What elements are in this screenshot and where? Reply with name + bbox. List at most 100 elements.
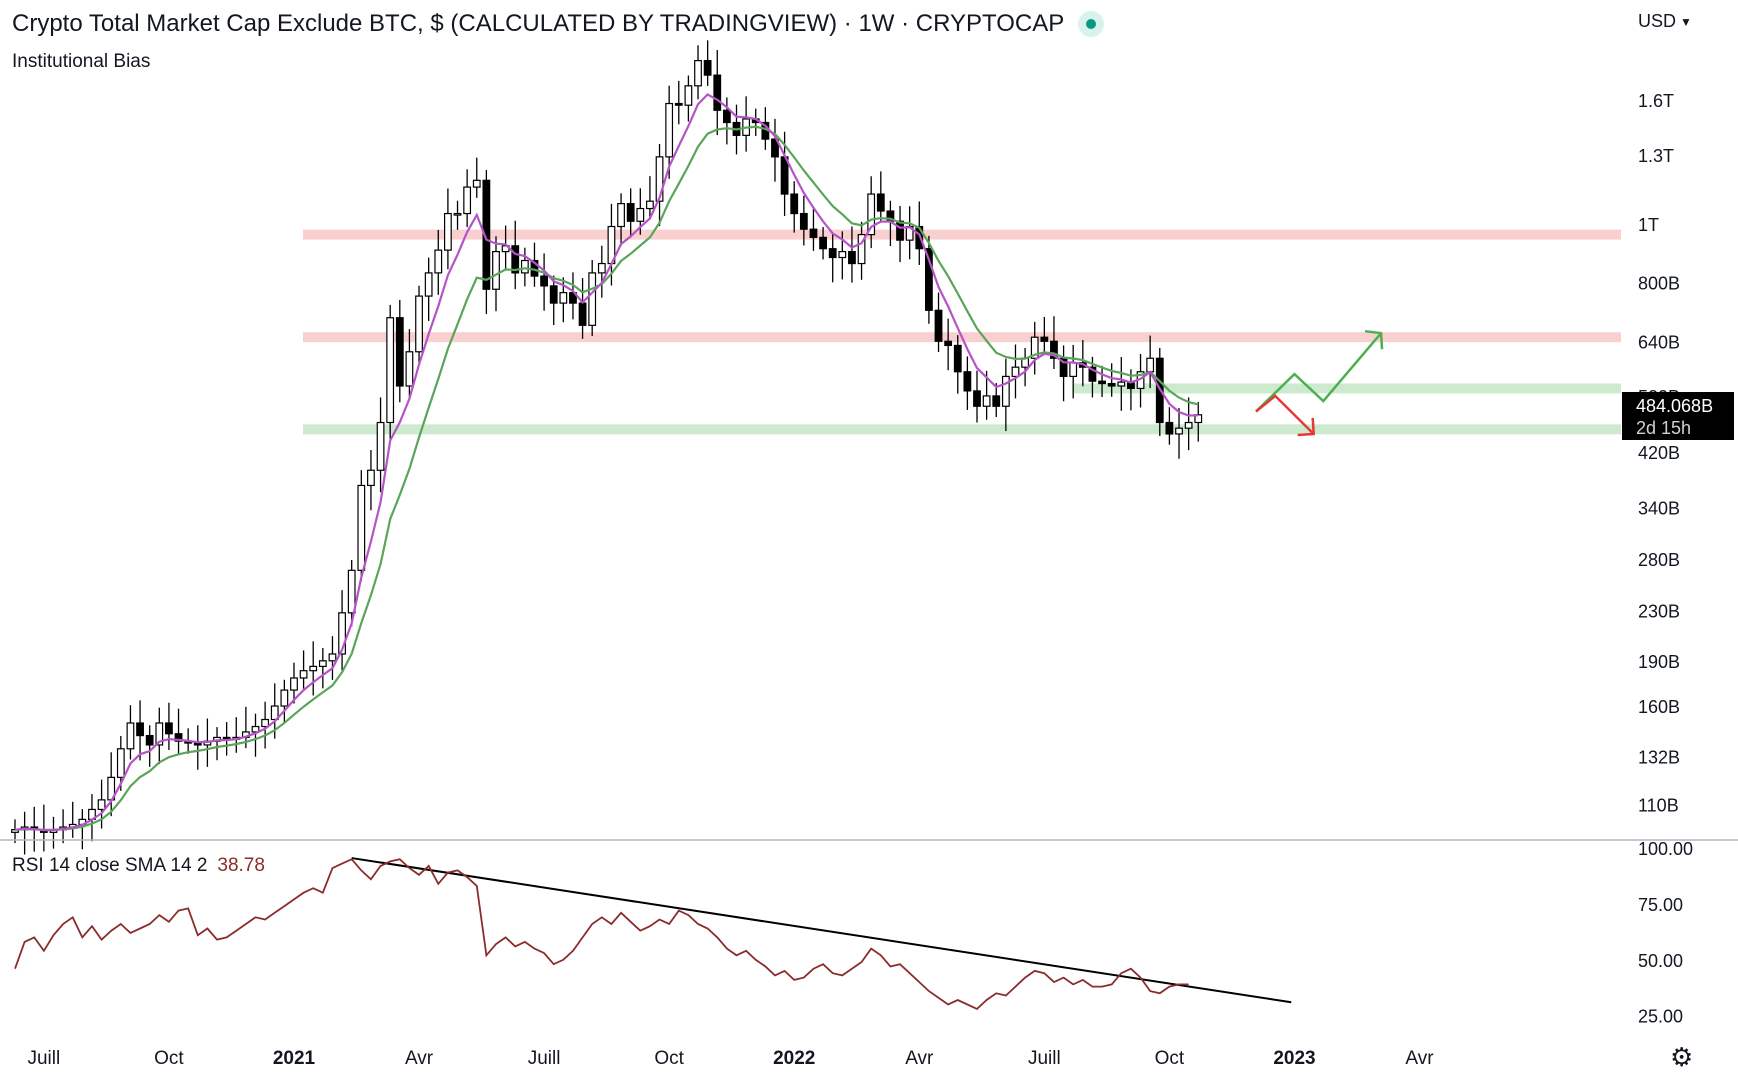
indicator-label[interactable]: Institutional Bias [12, 51, 151, 72]
time-axis-label: Juill [27, 1048, 60, 1069]
candle [982, 370, 991, 420]
price-axis-label: 280B [1638, 550, 1680, 570]
candle [973, 370, 981, 423]
candle-body [540, 275, 548, 287]
rsi-legend[interactable]: RSI 14 close SMA 14 2 38.78 [12, 855, 265, 877]
candle [569, 272, 577, 320]
candle-body [1107, 382, 1116, 387]
candle-body [953, 344, 962, 373]
candle-body [299, 670, 308, 679]
candle [1040, 316, 1049, 355]
candle-body [309, 665, 318, 672]
candle [463, 169, 472, 228]
candle-body [405, 351, 414, 387]
candle [722, 97, 731, 145]
rsi-legend-value: 38.78 [217, 855, 265, 876]
candle-body [790, 193, 799, 215]
candle [145, 725, 154, 767]
price-axis-label: 230B [1638, 602, 1680, 622]
candle [694, 45, 702, 100]
time-axis-label: Oct [654, 1048, 684, 1069]
candle-body [492, 250, 500, 290]
candle [444, 188, 452, 270]
candle-body [434, 249, 443, 274]
rsi-axis-label: 75.00 [1638, 895, 1683, 915]
candle [1107, 363, 1116, 397]
candle [1098, 365, 1106, 398]
candle-body [1175, 427, 1183, 435]
candle [848, 226, 856, 283]
candle-body [665, 102, 674, 158]
candle-body [261, 718, 270, 728]
candle [453, 200, 462, 230]
candle [232, 717, 241, 753]
candle [617, 193, 625, 246]
candle-body [1040, 336, 1049, 342]
candle-body [684, 85, 693, 106]
candle [299, 650, 308, 689]
candle-body [848, 250, 856, 265]
candle [1165, 407, 1174, 445]
candle-body [376, 421, 385, 471]
time-axis[interactable]: Juill Oct 2021 Avr Juill Oct 2022 Avr Juill Oct 20… [27, 1048, 1434, 1069]
candle-body [771, 138, 779, 158]
candle [924, 235, 933, 324]
currency-selector[interactable]: USD ▼ [1638, 11, 1692, 32]
candle-body [328, 653, 337, 662]
time-axis-label: Avr [1405, 1048, 1434, 1069]
candle [655, 144, 664, 227]
candle [434, 229, 443, 295]
candle [1175, 407, 1183, 459]
candle-body [809, 228, 818, 238]
rsi-axis[interactable]: 100.00 75.00 50.00 25.00 [1638, 839, 1693, 1027]
candle [213, 727, 221, 761]
candle [540, 253, 548, 311]
candle [578, 278, 587, 339]
candle-body [463, 186, 472, 215]
candle [963, 356, 972, 411]
candle-body [1184, 421, 1193, 429]
candle [896, 205, 904, 263]
time-axis-label: Oct [154, 1048, 184, 1069]
candle-body [799, 212, 808, 230]
candle-body [992, 395, 1001, 407]
candle-body [338, 612, 346, 655]
price-axis-label: 420B [1638, 443, 1680, 463]
rsi-axis-label: 50.00 [1638, 951, 1683, 971]
candle-body [136, 722, 144, 737]
time-axis-label: Juill [1028, 1048, 1061, 1069]
rsi-line [14, 858, 1189, 1010]
candle [136, 700, 144, 761]
candle [318, 647, 327, 689]
candle [415, 285, 423, 363]
candle [39, 804, 48, 852]
candle [357, 470, 366, 582]
candle [49, 816, 58, 849]
candle-body [1088, 366, 1097, 382]
candle-body [646, 200, 654, 210]
candle-body [934, 309, 943, 342]
price-axis-label: 640B [1638, 332, 1680, 352]
settings-gear-icon[interactable]: ⚙ [1670, 1042, 1694, 1072]
candle [1001, 358, 1010, 432]
market-status-icon[interactable] [1078, 11, 1105, 37]
candle [482, 170, 491, 315]
candle-body [617, 203, 625, 228]
price-axis[interactable]: 1.6T1.3T1T800B640B520B420B340B280B230B19… [1638, 91, 1680, 815]
chart-title[interactable]: Crypto Total Market Cap Exclude BTC, $ (… [12, 10, 1065, 37]
candle-body [424, 272, 433, 297]
candle [934, 292, 943, 353]
price-axis-label: 190B [1638, 652, 1680, 672]
candle [472, 157, 481, 198]
candle [713, 50, 722, 136]
rsi-axis-label: 25.00 [1638, 1007, 1683, 1027]
candle-body [395, 317, 404, 387]
price-axis-label: 160B [1638, 697, 1680, 717]
time-axis-label: Juill [528, 1048, 561, 1069]
bar-countdown: 2d 15h [1636, 418, 1692, 438]
time-axis-label: Avr [405, 1048, 434, 1069]
candle [1117, 357, 1126, 411]
candle [309, 641, 318, 696]
candle [59, 809, 67, 844]
